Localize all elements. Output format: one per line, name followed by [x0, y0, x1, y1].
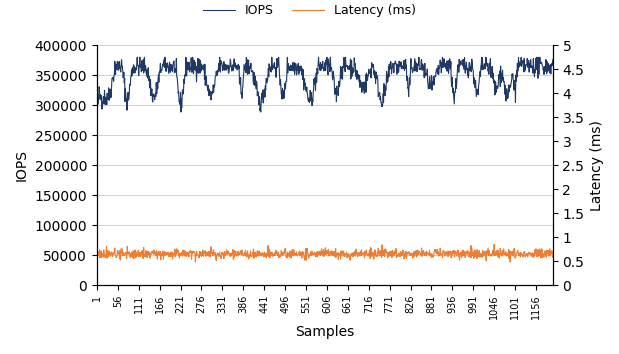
IOPS	[170, 59, 178, 63]
IOPS	[93, 101, 101, 105]
IOPS	[248, 69, 255, 74]
Y-axis label: IOPS: IOPS	[15, 149, 29, 181]
IOPS	[292, 67, 299, 72]
Latency (ms)	[93, 251, 101, 255]
Latency (ms)	[342, 252, 350, 256]
Legend: IOPS, Latency (ms): IOPS, Latency (ms)	[198, 0, 421, 22]
Latency (ms)	[332, 253, 340, 257]
Y-axis label: Latency (ms): Latency (ms)	[590, 120, 604, 211]
IOPS	[334, 91, 341, 96]
Latency (ms)	[549, 256, 556, 260]
Latency (ms)	[291, 253, 298, 257]
IOPS	[134, 55, 141, 59]
Line: IOPS: IOPS	[97, 57, 553, 112]
Line: Latency (ms): Latency (ms)	[97, 244, 553, 262]
IOPS	[549, 58, 556, 62]
IOPS	[154, 87, 162, 91]
Latency (ms)	[490, 242, 498, 246]
X-axis label: Samples: Samples	[295, 325, 355, 339]
IOPS	[177, 110, 184, 114]
Latency (ms)	[247, 249, 254, 253]
IOPS	[343, 64, 350, 69]
Latency (ms)	[506, 260, 514, 264]
Latency (ms)	[154, 257, 161, 261]
Latency (ms)	[170, 251, 178, 255]
